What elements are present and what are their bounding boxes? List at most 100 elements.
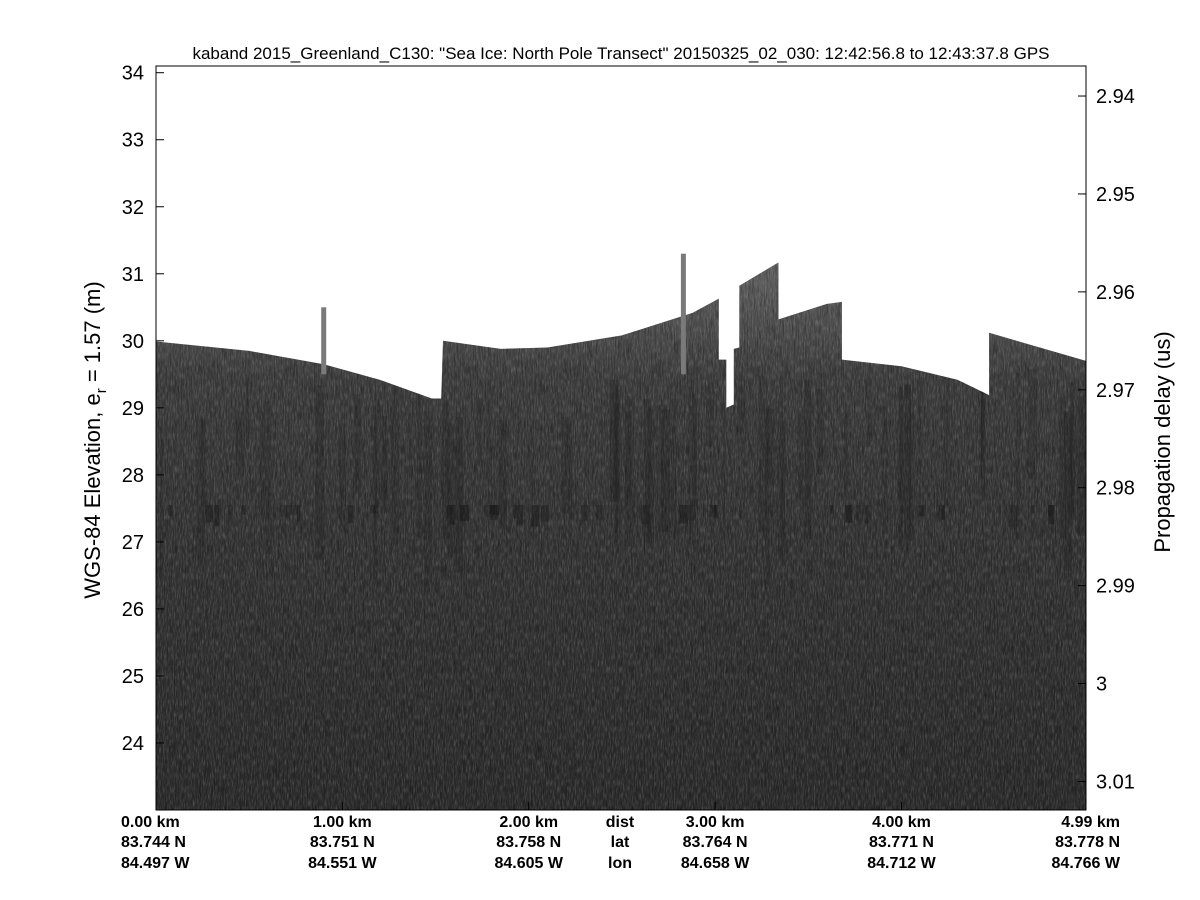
echo-streak	[776, 422, 782, 538]
echo-speck	[709, 505, 717, 518]
echo-streak	[816, 388, 824, 476]
x-tick-label-lon: 84.497 W	[121, 855, 190, 872]
echo-speck	[370, 505, 379, 514]
y2-tick-label: 2.97	[1096, 380, 1135, 402]
echo-streak	[455, 417, 463, 573]
y2-tick-label: 2.95	[1096, 184, 1135, 206]
echo-streak	[804, 379, 812, 540]
echo-streak	[981, 368, 986, 502]
x-tick-label-dist: 1.00 km	[313, 814, 372, 831]
echo-streak	[196, 415, 206, 572]
echo-speck	[489, 505, 495, 514]
echo-streak	[898, 387, 903, 550]
echo-streak	[382, 415, 388, 514]
echo-streak	[737, 378, 746, 444]
echo-streak	[882, 405, 888, 535]
echo-streak	[246, 374, 249, 450]
echo-streak	[867, 376, 872, 448]
echo-speck	[460, 505, 469, 522]
y2-axis-label: Propagation delay (us)	[1150, 331, 1175, 552]
echo-speck	[918, 505, 926, 516]
echo-speck	[540, 505, 549, 523]
echo-streak	[1016, 373, 1021, 540]
echo-streak	[671, 398, 677, 538]
echo-streak	[315, 385, 324, 560]
y-tick-label: 28	[122, 465, 144, 487]
echo-streak	[979, 370, 984, 479]
y-axis-label: WGS-84 Elevation, er = 1.57 (m)	[80, 281, 110, 598]
echo-streak	[900, 396, 905, 514]
echo-streak	[390, 407, 394, 469]
x-row-label-dist: dist	[606, 814, 635, 831]
echo-streak	[1077, 395, 1085, 536]
echo-streak	[561, 416, 570, 514]
x-tick-label-lat: 83.744 N	[121, 834, 186, 851]
echo-speck	[347, 505, 353, 524]
echo-speck	[288, 505, 297, 516]
echo-speck	[770, 505, 774, 517]
echo-speck	[227, 505, 232, 526]
echo-streak	[416, 380, 422, 538]
echo-streak	[765, 408, 775, 485]
x-row-label-lon: lon	[608, 855, 632, 872]
echo-streak	[201, 418, 205, 539]
echo-speck	[830, 505, 834, 514]
echo-streak	[339, 423, 346, 533]
echo-speck	[449, 505, 456, 525]
y2-tick-label: 2.94	[1096, 86, 1135, 108]
echo-spike	[321, 307, 327, 375]
echo-streak	[609, 379, 619, 502]
y2-tick-label: 3.01	[1096, 772, 1135, 794]
y-tick-label: 29	[122, 398, 144, 420]
echo-streak	[486, 382, 492, 483]
echo-speck	[596, 505, 604, 521]
y2-tick-label: 2.99	[1096, 576, 1135, 598]
x-tick-label-lon: 84.658 W	[681, 855, 750, 872]
plot-frame	[155, 65, 1087, 811]
echo-streak	[643, 399, 651, 543]
x-tick-label-lat: 83.751 N	[310, 834, 375, 851]
echo-streak	[692, 393, 697, 506]
y-tick-label: 33	[122, 130, 144, 152]
echo-speck	[937, 505, 941, 522]
x-tick-label-lat: 83.778 N	[1055, 834, 1120, 851]
y-tick-label: 34	[122, 63, 144, 85]
x-tick-label-lat: 83.771 N	[869, 834, 934, 851]
x-tick-label-dist: 3.00 km	[686, 814, 745, 831]
x-tick-label-lon: 84.712 W	[867, 855, 936, 872]
y-axis-right: 2.94 2.95 2.96 2.97 2.98 2.99 3 3.01	[1078, 86, 1135, 794]
y-tick-label: 30	[122, 331, 144, 353]
echo-speck	[581, 505, 589, 522]
echo-streak	[1059, 396, 1066, 539]
echo-streak	[447, 423, 456, 558]
x-tick-label-dist: 2.00 km	[499, 814, 558, 831]
y-tick-label: 27	[122, 532, 144, 554]
echo-speck	[168, 505, 173, 516]
echo-streak	[569, 423, 572, 536]
echo-speck	[297, 505, 301, 522]
y2-tick-label: 2.98	[1096, 478, 1135, 500]
echo-speck	[679, 505, 688, 524]
chart-title: kaband 2015_Greenland_C130: "Sea Ice: No…	[192, 44, 1049, 63]
echo-streak	[1068, 414, 1077, 520]
echo-streak	[259, 411, 265, 516]
x-axis-bottom: 0.00 km 83.744 N 84.497 W 1.00 km 83.751 N 84…	[121, 802, 1121, 872]
echo-streak	[908, 406, 914, 541]
echo-streak	[625, 395, 634, 547]
plot-area	[156, 66, 1086, 810]
echo-streak	[374, 392, 382, 504]
echo-streak	[656, 404, 665, 549]
echo-streak	[1064, 410, 1072, 571]
echo-streak	[615, 389, 621, 534]
echo-speck	[1008, 505, 1018, 527]
echo-streak	[706, 386, 715, 447]
echo-streak	[688, 372, 696, 545]
x-tick-label-dist: 0.00 km	[121, 814, 180, 831]
echo-streak	[373, 414, 377, 580]
echo-speck	[641, 505, 650, 525]
echo-streak	[780, 376, 784, 556]
echo-streak	[528, 424, 534, 536]
x-tick-label-dist: 4.99 km	[1061, 814, 1120, 831]
x-tick-label-lon: 84.605 W	[495, 855, 564, 872]
